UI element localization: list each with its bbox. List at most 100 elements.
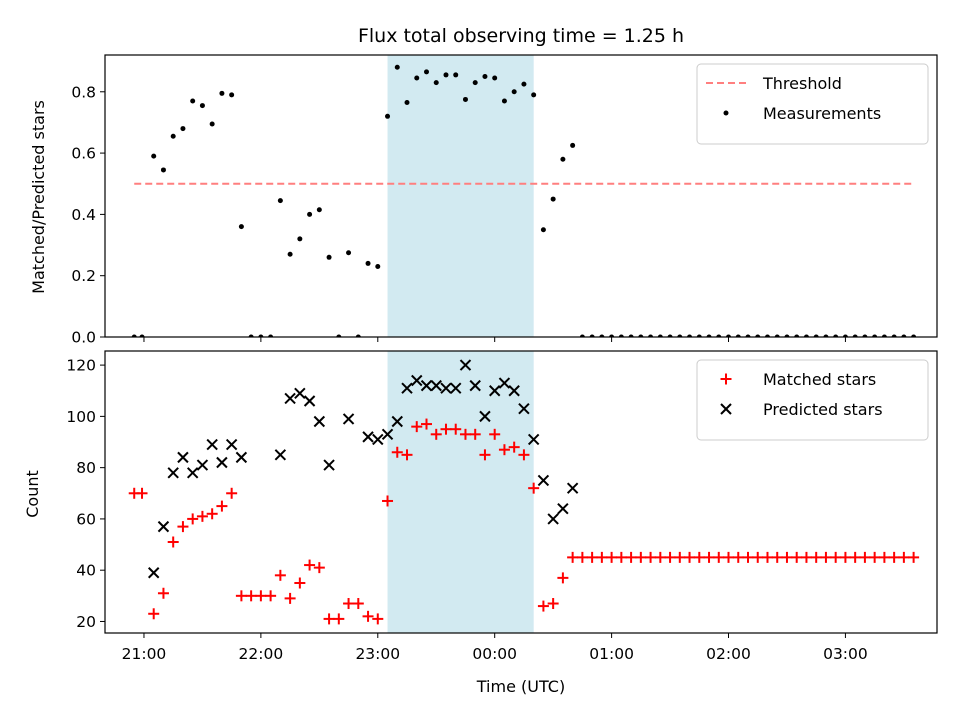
- data-point: [560, 156, 566, 162]
- data-point: [684, 551, 696, 563]
- data-point: [235, 590, 247, 602]
- marker-stroke: [469, 379, 481, 392]
- data-point: [606, 551, 618, 563]
- data-point: [420, 418, 432, 430]
- legend-swatch: [720, 403, 732, 415]
- observing-interval-shading: [387, 55, 534, 337]
- marker-stroke: [391, 415, 403, 428]
- marker-stroke: [488, 385, 501, 397]
- data-point: [667, 334, 673, 337]
- data-point: [537, 600, 549, 612]
- data-point: [800, 551, 812, 563]
- data-point: [453, 72, 459, 78]
- data-point: [479, 449, 491, 461]
- legend-label: Predicted stars: [763, 400, 883, 419]
- legend-label: Measurements: [763, 104, 881, 123]
- data-point: [443, 72, 449, 78]
- data-point: [294, 577, 306, 589]
- data-point: [440, 382, 452, 394]
- data-point: [303, 395, 316, 407]
- x-axis-label: Time (UTC): [476, 677, 565, 696]
- data-point: [596, 551, 608, 563]
- data-point: [229, 92, 235, 98]
- y-tick-label: 80: [76, 459, 96, 477]
- data-point: [820, 551, 832, 563]
- marker-stroke: [323, 459, 335, 471]
- data-point: [664, 551, 676, 563]
- bottom-panel-y-axis-label: Count: [23, 470, 42, 518]
- data-point: [732, 551, 744, 563]
- x-tick-label: 01:00: [589, 645, 634, 663]
- data-point: [501, 98, 507, 104]
- data-point: [362, 431, 374, 443]
- marker-stroke: [508, 385, 520, 397]
- marker-stroke: [430, 379, 442, 392]
- data-point: [420, 379, 433, 392]
- data-point: [537, 474, 550, 487]
- data-point: [216, 500, 228, 512]
- plot-layer: 0.0 0.2 0.4 0.6 0.8 Threshold Measurements 20 40…: [66, 54, 938, 663]
- marker-stroke: [225, 438, 238, 451]
- legend-box: [696, 63, 929, 145]
- y-tick-label: 60: [76, 510, 96, 528]
- data-point: [703, 551, 715, 563]
- data-point: [469, 428, 481, 440]
- data-point: [898, 551, 910, 563]
- data-point: [342, 413, 355, 425]
- data-point: [781, 551, 793, 563]
- counts-panel-plot: [128, 351, 920, 633]
- data-point: [842, 334, 848, 337]
- data-point: [908, 551, 920, 563]
- data-point: [508, 441, 520, 453]
- marker-stroke: [294, 387, 306, 400]
- x-tick-label: 22:00: [239, 645, 284, 663]
- data-point: [372, 433, 384, 446]
- data-point: [177, 451, 189, 464]
- observing-interval-shading: [387, 351, 534, 633]
- data-point: [687, 334, 693, 337]
- x-tick-label: 02:00: [706, 645, 751, 663]
- data-point: [238, 224, 244, 230]
- marker-stroke: [527, 433, 540, 446]
- marker-stroke: [498, 377, 511, 389]
- data-point: [268, 334, 274, 337]
- counts-panel-frame: [104, 350, 938, 634]
- legend-label: Threshold: [762, 74, 842, 93]
- data-point: [170, 133, 176, 139]
- data-point: [498, 377, 511, 389]
- data-point: [394, 64, 400, 70]
- data-point: [791, 551, 803, 563]
- data-point: [833, 334, 839, 337]
- data-point: [589, 334, 595, 337]
- marker-stroke: [157, 520, 170, 533]
- data-point: [752, 551, 764, 563]
- data-point: [316, 207, 322, 213]
- data-point: [469, 379, 481, 392]
- data-point: [294, 387, 306, 400]
- data-point: [235, 451, 248, 464]
- data-point: [755, 334, 761, 337]
- data-point: [148, 608, 160, 620]
- data-point: [199, 103, 205, 109]
- data-point: [187, 513, 199, 525]
- data-point: [313, 415, 326, 428]
- data-point: [482, 73, 488, 79]
- marker-stroke: [372, 433, 384, 446]
- data-point: [433, 80, 439, 86]
- data-point: [157, 587, 169, 599]
- data-point: [735, 334, 741, 337]
- data-point: [343, 598, 355, 610]
- data-point: [635, 551, 647, 563]
- data-point: [677, 334, 683, 337]
- data-point: [226, 487, 238, 499]
- data-point: [745, 334, 751, 337]
- marker-stroke: [177, 451, 189, 464]
- data-point: [440, 423, 452, 435]
- data-point: [771, 551, 783, 563]
- data-point: [450, 382, 462, 394]
- data-point: [385, 113, 391, 119]
- marker-stroke: [420, 379, 433, 392]
- y-tick-label: 0.4: [71, 206, 96, 224]
- data-point: [274, 569, 286, 581]
